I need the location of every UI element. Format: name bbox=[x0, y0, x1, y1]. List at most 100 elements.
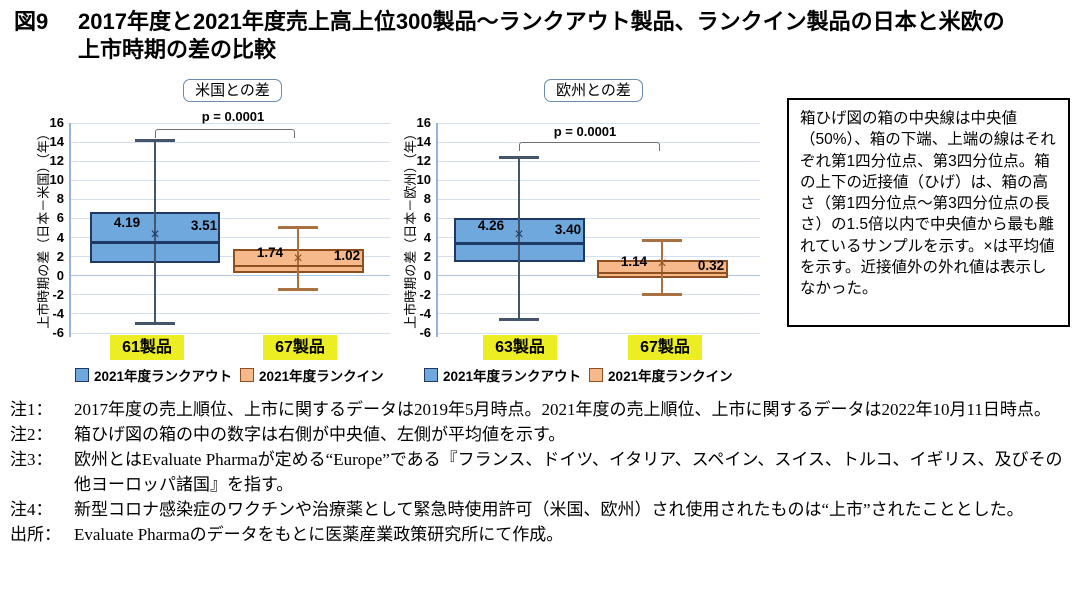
mean-value-label: 4.19 bbox=[113, 214, 141, 230]
significance-bracket bbox=[519, 142, 660, 151]
figure-title: 2017年度と2021年度売上高上位300製品～ランクアウト製品、ランクイン製品… bbox=[78, 9, 1005, 62]
y-tick-label: -4 bbox=[52, 305, 64, 321]
product-count-label: 63製品 bbox=[483, 335, 557, 360]
y-tick-label: 16 bbox=[416, 115, 431, 130]
whisker-cap-bottom bbox=[278, 287, 318, 291]
gridline bbox=[437, 160, 760, 162]
y-tick-label: 4 bbox=[56, 229, 64, 245]
mean-marker: × bbox=[514, 225, 524, 243]
median-line bbox=[453, 242, 585, 245]
y-tick-label: -2 bbox=[419, 286, 431, 302]
gridline bbox=[437, 179, 760, 181]
legend-item: 2021年度ランクイン bbox=[589, 365, 733, 385]
whisker-stem bbox=[518, 157, 520, 320]
mean-marker: × bbox=[293, 249, 303, 267]
gridline bbox=[70, 275, 390, 277]
y-tick-label: 14 bbox=[49, 134, 64, 150]
y-tick-label: 2 bbox=[423, 248, 431, 264]
median-line bbox=[596, 271, 728, 275]
note-1-text: 2017年度の売上順位、上市に関するデータは2019年5月時点。2021年度の売… bbox=[74, 400, 1051, 419]
significance-bracket bbox=[155, 129, 295, 138]
product-count-label: 67製品 bbox=[263, 335, 337, 360]
gridline bbox=[70, 294, 390, 296]
note-3-text: 欧州とはEvaluate Pharmaが定める“Europe”である『フランス、… bbox=[74, 450, 1063, 494]
legend-item: 2021年度ランクイン bbox=[240, 365, 384, 385]
chart-title-pill: 米国との差 bbox=[183, 79, 282, 102]
boxplot-explanation-text: 箱ひげ図の箱の中央線は中央値（50%）、箱の下端、上端の線はそれぞれ第1四分位点… bbox=[800, 110, 1056, 298]
gridline bbox=[70, 141, 390, 143]
y-axis-line bbox=[69, 123, 71, 337]
legend-label: 2021年度ランクイン bbox=[608, 368, 733, 384]
gridline bbox=[70, 217, 390, 219]
gridline bbox=[437, 237, 760, 239]
note-4-text: 新型コロナ感染症のワクチンや治療薬として緊急時使用許可（米国、欧州）され使用され… bbox=[74, 500, 1024, 519]
median-value-label: 0.32 bbox=[697, 257, 725, 273]
y-tick-label: 14 bbox=[416, 134, 431, 150]
legend-label: 2021年度ランクアウト bbox=[443, 368, 582, 384]
y-tick-label: 10 bbox=[49, 172, 64, 188]
y-tick-label: 12 bbox=[416, 153, 431, 169]
note-2: 注2： 箱ひげ図の箱の中の数字は右側が中央値、左側が平均値を示す。 bbox=[10, 422, 1066, 447]
chart-title-pill: 欧州との差 bbox=[544, 79, 643, 102]
y-axis-line bbox=[436, 123, 438, 337]
whisker-cap-bottom bbox=[499, 318, 539, 322]
legend-swatch-icon bbox=[240, 367, 255, 382]
notes-section: 注1： 2017年度の売上順位、上市に関するデータは2019年5月時点。2021… bbox=[10, 397, 1066, 547]
legend-item: 2021年度ランクアウト bbox=[424, 365, 581, 385]
y-tick-label: -2 bbox=[52, 286, 64, 302]
gridline bbox=[70, 313, 390, 315]
boxplot-explanation-box: 箱ひげ図の箱の中央線は中央値（50%）、箱の下端、上端の線はそれぞれ第1四分位点… bbox=[787, 98, 1070, 327]
legend-label: 2021年度ランクアウト bbox=[94, 368, 233, 384]
y-tick-label: 2 bbox=[56, 248, 64, 264]
note-4: 注4： 新型コロナ感染症のワクチンや治療薬として緊急時使用許可（米国、欧州）され… bbox=[10, 497, 1066, 522]
gridline bbox=[70, 122, 390, 124]
product-count-label: 61製品 bbox=[110, 335, 184, 360]
gridline bbox=[437, 332, 760, 334]
legend-swatch-icon bbox=[75, 367, 89, 382]
mean-value-label: 1.14 bbox=[620, 253, 648, 269]
gridline bbox=[437, 198, 760, 200]
y-tick-label: -6 bbox=[52, 325, 64, 340]
source-text: Evaluate Pharmaのデータをもとに医薬産業政策研究所にて作成。 bbox=[74, 525, 564, 544]
gridline bbox=[70, 160, 390, 162]
mean-value-label: 4.26 bbox=[477, 217, 505, 233]
gridline bbox=[437, 256, 760, 258]
median-value-label: 1.02 bbox=[333, 248, 361, 264]
median-value-label: 3.51 bbox=[190, 217, 218, 233]
gridline bbox=[70, 256, 390, 258]
y-tick-label: 6 bbox=[56, 210, 64, 226]
y-tick-label: -6 bbox=[419, 325, 431, 340]
legend: 2021年度ランクアウト 2021年度ランクイン bbox=[75, 365, 384, 385]
y-tick-label: 16 bbox=[49, 115, 64, 130]
legend-swatch-icon bbox=[424, 367, 438, 382]
y-tick-label: 4 bbox=[423, 229, 431, 245]
mean-marker: × bbox=[657, 255, 667, 273]
source-label: 出所： bbox=[10, 525, 61, 544]
legend: 2021年度ランクアウト 2021年度ランクイン bbox=[424, 365, 733, 385]
figure-number: 図9 bbox=[14, 9, 49, 34]
y-tick-label: 0 bbox=[423, 267, 431, 283]
y-tick-label: 0 bbox=[56, 267, 64, 283]
gridline bbox=[437, 122, 760, 124]
whisker-cap-bottom bbox=[642, 293, 682, 297]
product-count-label: 67製品 bbox=[628, 335, 702, 360]
gridline bbox=[70, 198, 390, 200]
legend-item: 2021年度ランクアウト bbox=[75, 365, 232, 385]
note-2-text: 箱ひげ図の箱の中の数字は右側が中央値、左側が平均値を示す。 bbox=[74, 425, 566, 444]
gridline bbox=[70, 332, 390, 334]
legend-swatch-icon bbox=[589, 367, 604, 382]
mean-marker: × bbox=[150, 226, 160, 244]
gridline bbox=[70, 179, 390, 181]
source-row: 出所： Evaluate Pharmaのデータをもとに医薬産業政策研究所にて作成… bbox=[10, 522, 1066, 547]
whisker-cap-bottom bbox=[135, 321, 175, 325]
whisker-stem bbox=[297, 227, 299, 290]
p-value-label: p = 0.0001 bbox=[553, 124, 617, 139]
y-tick-label: 12 bbox=[49, 153, 64, 169]
note-2-label: 注2： bbox=[10, 425, 53, 444]
y-tick-label: 6 bbox=[423, 210, 431, 226]
mean-value-label: 1.74 bbox=[256, 245, 284, 261]
note-1-label: 注1： bbox=[10, 400, 53, 419]
gridline bbox=[437, 294, 760, 296]
